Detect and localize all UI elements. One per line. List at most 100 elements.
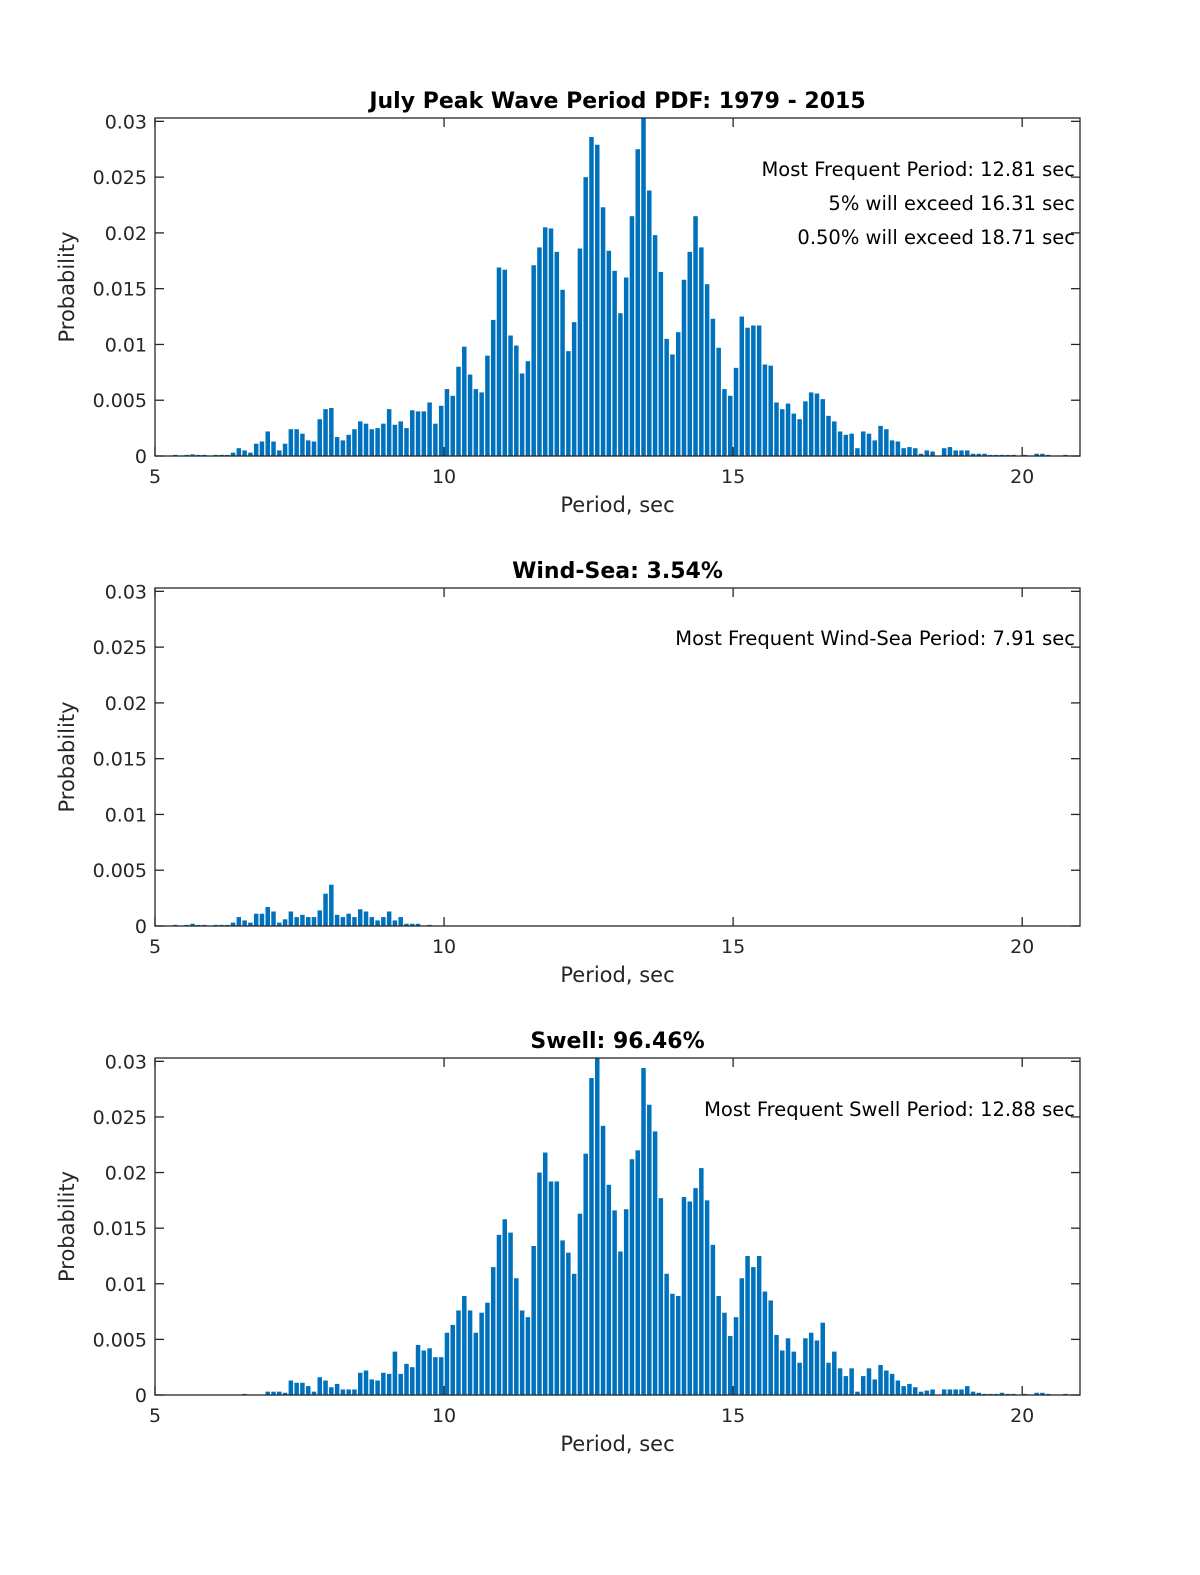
- bar-10_35: [462, 1296, 467, 1395]
- axes-box: [154, 587, 1081, 927]
- bar-10_05: [444, 389, 450, 456]
- x-tick-label: 20: [1010, 1405, 1034, 1427]
- bar-8_05: [329, 408, 334, 456]
- bar-7_75: [311, 917, 317, 926]
- bar-16_55: [820, 399, 825, 456]
- bar-15_95: [785, 1338, 791, 1395]
- y-tick-label: 0.03: [105, 581, 147, 603]
- bar-12_05: [560, 1240, 565, 1395]
- y-tick-label: 0: [135, 1385, 147, 1407]
- bar-9_55: [415, 923, 421, 926]
- bar-17_25: [860, 431, 866, 456]
- bar-8_15: [334, 437, 340, 456]
- bar-6_45: [236, 448, 242, 456]
- bar-6_55: [242, 450, 247, 456]
- bar-15_75: [774, 1334, 779, 1395]
- bar-17_05: [849, 1368, 854, 1395]
- bar-8_55: [357, 421, 363, 456]
- bar-20_35: [1040, 1392, 1045, 1395]
- bar-14_55: [704, 284, 710, 456]
- bar-11_05: [502, 269, 508, 456]
- bar-10_85: [490, 319, 496, 456]
- y-tick-label: 0.005: [93, 860, 147, 882]
- bar-18_75: [947, 447, 953, 456]
- bar-15_95: [785, 403, 791, 456]
- bar-17_15: [855, 1391, 860, 1395]
- bar-7_65: [305, 1386, 311, 1395]
- bar-8_35: [346, 1389, 351, 1395]
- bar-8_75: [369, 429, 375, 456]
- bar-7_85: [317, 910, 323, 926]
- bar-20_25: [1034, 1392, 1039, 1395]
- bar-10_75: [485, 1302, 490, 1395]
- bar-18_25: [918, 1391, 924, 1395]
- bar-13_15: [623, 277, 629, 456]
- y-tick-label: 0.025: [93, 637, 147, 659]
- bar-9_45: [410, 923, 415, 926]
- bar-14_95: [727, 395, 733, 456]
- bar-8_85: [375, 428, 380, 456]
- bar-10_95: [496, 1234, 502, 1395]
- bar-12_95: [612, 270, 617, 456]
- bar-14_95: [727, 1336, 733, 1395]
- bar-8_15: [334, 914, 340, 926]
- bar-11_15: [508, 335, 513, 456]
- bar-10_55: [473, 1332, 479, 1395]
- bar-13_45: [641, 118, 646, 456]
- bar-17_35: [866, 1368, 872, 1395]
- bar-9_65: [421, 1350, 427, 1395]
- bar-17_35: [866, 433, 872, 456]
- bar-16_95: [843, 1376, 849, 1395]
- x-tick-label: 10: [432, 1405, 456, 1427]
- bar-13_35: [635, 1150, 640, 1395]
- bar-8_05: [329, 884, 334, 926]
- bar-15_55: [762, 364, 768, 456]
- y-tick-label: 0.005: [93, 390, 147, 412]
- bar-7_25: [282, 443, 288, 456]
- y-tick-label: 0.005: [93, 1329, 147, 1351]
- bar-8_95: [381, 917, 386, 926]
- bar-14_85: [722, 389, 727, 456]
- bar-14_85: [722, 1312, 727, 1395]
- bar-15_15: [739, 316, 745, 456]
- y-tick-label: 0.025: [93, 167, 147, 189]
- bar-8_65: [363, 911, 369, 926]
- bar-7_55: [300, 914, 305, 926]
- bar-7_75: [311, 441, 317, 456]
- bar-16_05: [791, 413, 797, 456]
- bar-13_95: [670, 1293, 675, 1395]
- bar-6_35: [230, 452, 236, 456]
- bar-11_85: [548, 228, 554, 456]
- bar-13_25: [629, 216, 635, 456]
- bar-13_65: [652, 235, 658, 456]
- bar-8_65: [363, 423, 369, 456]
- bar-10_55: [473, 389, 479, 456]
- bar-15_25: [745, 1255, 750, 1395]
- chart-title: July Peak Wave Period PDF: 1979 - 2015: [367, 89, 865, 114]
- bar-13_65: [652, 1131, 658, 1395]
- bar-16_75: [832, 1351, 837, 1395]
- bar-11_35: [519, 1310, 525, 1395]
- bar-10_85: [490, 1267, 496, 1395]
- bar-15_75: [774, 402, 779, 456]
- bar-14_05: [675, 1296, 681, 1395]
- y-tick-label: 0.02: [105, 223, 147, 245]
- bar-18_65: [941, 448, 947, 456]
- bar-18_85: [953, 450, 958, 456]
- y-tick-label: 0.015: [93, 749, 147, 771]
- bar-10_15: [450, 395, 455, 456]
- bar-11_65: [537, 1172, 542, 1395]
- bar-13_75: [658, 271, 664, 456]
- annotation-0-50-will-exceed-18-71-s: 0.50% will exceed 18.71 sec: [797, 226, 1075, 249]
- y-tick-label: 0.01: [105, 1274, 147, 1296]
- bar-12_75: [600, 207, 606, 456]
- bar-18_15: [912, 1387, 918, 1395]
- bar-14_35: [693, 216, 698, 456]
- bar-19_25: [976, 453, 982, 456]
- bar-15_45: [756, 325, 762, 456]
- bar-8_45: [352, 1389, 357, 1395]
- bar-10_35: [462, 346, 467, 456]
- bar-8_25: [340, 440, 346, 456]
- bar-9_95: [438, 405, 444, 456]
